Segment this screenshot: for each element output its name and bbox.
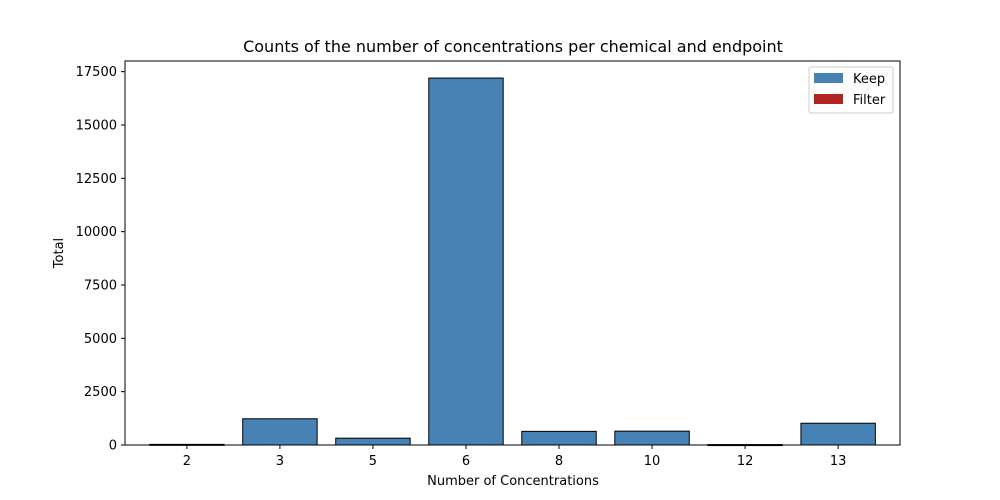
y-tick-label: 10000 xyxy=(76,225,117,240)
x-tick-label: 5 xyxy=(369,454,377,469)
legend: Keep Filter xyxy=(808,66,894,114)
legend-swatch-keep xyxy=(814,73,843,83)
y-tick-label: 5000 xyxy=(84,332,117,347)
x-tick-label: 10 xyxy=(644,454,661,469)
legend-swatch-filter xyxy=(814,94,843,104)
x-tick-label: 13 xyxy=(830,454,847,469)
x-tick-label: 6 xyxy=(462,454,470,469)
y-tick-label: 15000 xyxy=(76,119,117,134)
x-tick-label: 2 xyxy=(183,454,191,469)
x-tick-label: 12 xyxy=(737,454,754,469)
bars-group xyxy=(149,77,876,447)
y-tick-label: 12500 xyxy=(76,172,117,187)
y-tick-label: 17500 xyxy=(76,65,117,80)
y-axis: 0 2500 5000 7500 10000 12500 15000 17500 xyxy=(76,65,125,454)
bar-5 xyxy=(335,437,411,446)
bar-6 xyxy=(428,77,504,446)
chart-title: Counts of the number of concentrations p… xyxy=(243,37,783,56)
bar-10 xyxy=(614,430,690,446)
y-tick-label: 2500 xyxy=(84,385,117,400)
legend-label-filter: Filter xyxy=(853,93,886,108)
bar-3 xyxy=(242,418,318,446)
plot-frame xyxy=(124,60,901,446)
x-tick-label: 3 xyxy=(276,454,284,469)
legend-label-keep: Keep xyxy=(853,72,885,87)
y-axis-label: Total xyxy=(52,238,67,269)
x-axis-label: Number of Concentrations xyxy=(427,474,599,489)
bar-8 xyxy=(521,430,597,446)
bar-13 xyxy=(800,422,876,446)
y-tick-label: 0 xyxy=(109,439,117,454)
y-tick-label: 7500 xyxy=(84,279,117,294)
x-tick-label: 8 xyxy=(555,454,563,469)
x-axis: 2 3 5 6 8 10 12 13 xyxy=(183,445,847,469)
